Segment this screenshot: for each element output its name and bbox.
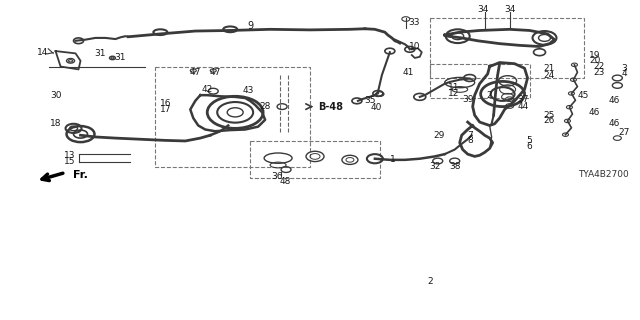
- Text: 31: 31: [115, 53, 126, 62]
- Text: 48: 48: [280, 177, 291, 186]
- Text: 16: 16: [159, 99, 171, 108]
- Text: 17: 17: [159, 105, 171, 114]
- Text: 46: 46: [609, 96, 620, 105]
- Text: 7: 7: [468, 131, 474, 140]
- Text: 38: 38: [449, 162, 460, 171]
- Text: B-48: B-48: [318, 102, 343, 112]
- Text: 1: 1: [390, 155, 396, 164]
- Text: 4: 4: [621, 69, 627, 78]
- Text: 42: 42: [202, 85, 213, 94]
- Text: 31: 31: [95, 49, 106, 58]
- Text: 34: 34: [504, 5, 515, 14]
- Bar: [430, 18, 584, 78]
- Text: 10: 10: [409, 42, 420, 51]
- Text: 12: 12: [449, 89, 460, 98]
- Text: 18: 18: [50, 119, 61, 128]
- Text: 13: 13: [64, 151, 76, 160]
- Text: 2: 2: [427, 277, 433, 286]
- Text: 23: 23: [594, 68, 605, 77]
- Text: 24: 24: [543, 71, 554, 80]
- Text: 5: 5: [527, 136, 532, 146]
- Bar: [430, 64, 529, 98]
- Text: 11: 11: [448, 83, 460, 92]
- Text: 8: 8: [468, 136, 474, 145]
- Text: 44: 44: [518, 102, 529, 111]
- Text: 34: 34: [477, 5, 488, 14]
- Text: 29: 29: [433, 131, 445, 140]
- Text: 27: 27: [619, 128, 630, 137]
- Text: 41: 41: [402, 68, 413, 77]
- Text: 22: 22: [594, 62, 605, 71]
- Text: 26: 26: [543, 116, 554, 125]
- Text: 15: 15: [64, 156, 76, 165]
- Text: 30: 30: [50, 91, 61, 100]
- Text: 39: 39: [462, 95, 474, 104]
- Text: 40: 40: [370, 103, 381, 112]
- Text: 19: 19: [589, 51, 601, 60]
- Text: 43: 43: [243, 86, 254, 95]
- Text: 14: 14: [37, 48, 49, 57]
- Text: Fr.: Fr.: [72, 170, 88, 180]
- Text: 35: 35: [364, 96, 376, 105]
- Text: 46: 46: [609, 119, 620, 128]
- Bar: [156, 67, 310, 167]
- Text: 45: 45: [578, 91, 589, 100]
- Text: 47: 47: [189, 68, 201, 77]
- Text: 25: 25: [543, 111, 554, 120]
- Text: 21: 21: [543, 64, 554, 73]
- Text: 46: 46: [589, 108, 600, 117]
- Bar: [250, 141, 380, 178]
- Text: 28: 28: [259, 102, 271, 111]
- Text: 32: 32: [429, 162, 440, 171]
- Text: TYA4B2700: TYA4B2700: [579, 170, 629, 179]
- Text: 20: 20: [589, 56, 601, 65]
- Text: 37: 37: [518, 95, 529, 104]
- Text: 47: 47: [209, 68, 221, 77]
- Text: 6: 6: [527, 142, 532, 151]
- Text: 9: 9: [247, 21, 253, 31]
- Text: 33: 33: [408, 18, 419, 27]
- Text: 2: 2: [487, 91, 492, 100]
- Text: 3: 3: [621, 64, 627, 73]
- Text: 36: 36: [271, 172, 283, 181]
